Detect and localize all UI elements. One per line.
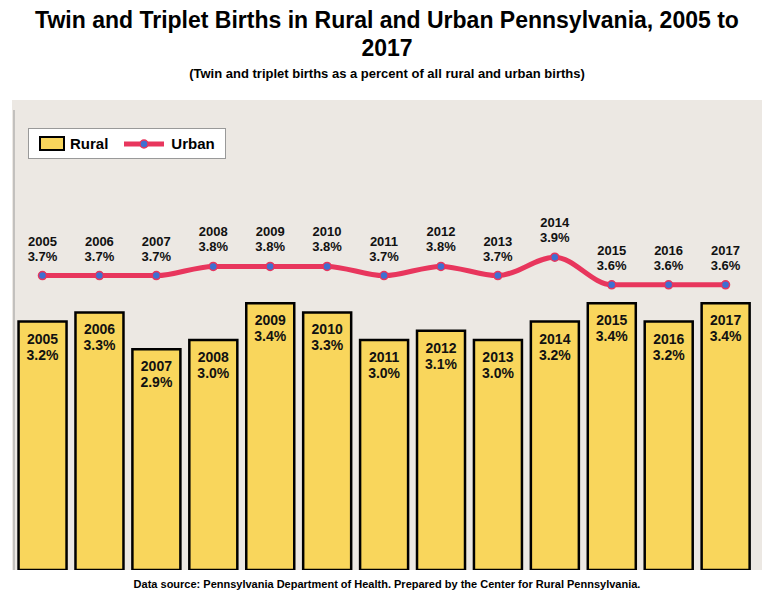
svg-text:20073.7%: 20073.7% — [141, 234, 171, 264]
svg-text:20153.4%: 20153.4% — [596, 312, 628, 344]
html-text:Data source: Pennsylvania Depa: Data source: Pennsylvania Department of … — [133, 578, 641, 590]
svg-text:20173.4%: 20173.4% — [710, 312, 742, 344]
svg-text:20173.6%: 20173.6% — [711, 243, 741, 273]
svg-text:20163.6%: 20163.6% — [654, 243, 684, 273]
svg-text:20163.2%: 20163.2% — [653, 331, 685, 363]
svg-text:20063.7%: 20063.7% — [85, 234, 115, 264]
svg-text:20123.1%: 20123.1% — [425, 340, 457, 372]
svg-text:20113.0%: 20113.0% — [368, 349, 400, 381]
svg-text:20103.8%: 20103.8% — [312, 224, 342, 254]
html-text:(Twin and triplet births as a: (Twin and triplet births as a percent of… — [189, 66, 585, 81]
svg-text:20103.3%: 20103.3% — [311, 321, 343, 353]
svg-text:20153.6%: 20153.6% — [597, 243, 627, 273]
html-text:Rural: Rural — [70, 135, 109, 152]
svg-text:20053.2%: 20053.2% — [27, 331, 59, 363]
svg-text:20133.7%: 20133.7% — [483, 234, 513, 264]
html-text:Twin and Triplet Births in Rur: Twin and Triplet Births in Rural and Urb… — [35, 7, 739, 61]
svg-text:20113.7%: 20113.7% — [369, 234, 399, 264]
svg-text:20072.9%: 20072.9% — [140, 358, 172, 390]
svg-text:20093.8%: 20093.8% — [255, 224, 285, 254]
svg-text:20083.8%: 20083.8% — [198, 224, 228, 254]
html-text:Urban: Urban — [171, 135, 215, 152]
svg-text:20123.8%: 20123.8% — [426, 224, 456, 254]
svg-text:20143.9%: 20143.9% — [540, 215, 570, 245]
svg-text:20143.2%: 20143.2% — [539, 331, 571, 363]
svg-text:20083.0%: 20083.0% — [197, 349, 229, 381]
svg-text:20133.0%: 20133.0% — [482, 349, 514, 381]
svg-text:20093.4%: 20093.4% — [254, 312, 286, 344]
svg-text:20053.7%: 20053.7% — [28, 234, 58, 264]
svg-text:20063.3%: 20063.3% — [84, 321, 116, 353]
